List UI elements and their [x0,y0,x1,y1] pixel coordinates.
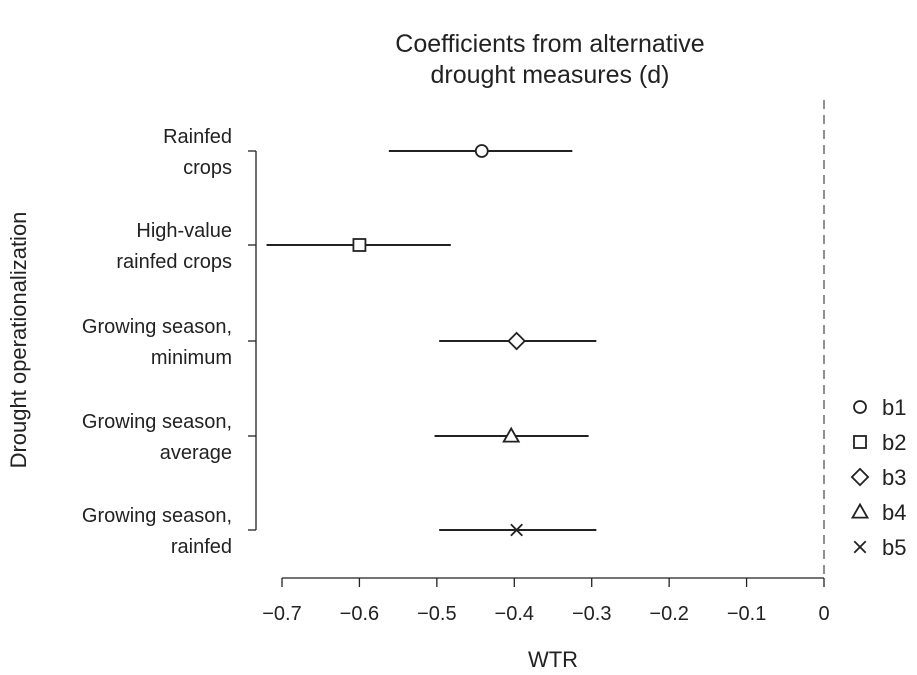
point-marker-b2 [352,238,367,252]
category-label-line: rainfed [171,536,232,558]
point-marker-b3 [507,331,526,351]
row-b1: Rainfed crops [163,126,573,179]
legend-label: b2 [882,430,906,455]
category-label-line: Growing season, [82,411,232,433]
legend-marker-b2 [853,435,867,449]
legend-marker-b4 [850,502,870,519]
point-marker-b5 [510,523,523,537]
legend-label: b4 [882,500,906,525]
chart-title-line-2: drought measures (d) [430,61,669,89]
legend-label: b1 [882,395,906,420]
category-label-line: rainfed crops [116,251,232,273]
row-b5: Growing season, rainfed [82,505,597,558]
x-tick-label: −0.3 [572,603,611,625]
y-axis [248,150,257,531]
marker-bg-b3 [508,332,525,350]
legend-item-b3: b3 [850,465,906,490]
marker-bg-b4 [503,428,519,442]
category-label-line: Growing season, [82,505,232,527]
marker-bg-b2 [353,239,366,251]
x-axis-label: WTR [528,647,578,672]
legend-marker-b5 [853,540,867,554]
x-axis: −0.7 −0.6 −0.5 −0.4 −0.3 −0.2 −0.1 0 [262,577,830,625]
legend-marker-b1 [853,400,867,414]
legend-item-b1: b1 [853,395,906,420]
legend-marker-b3 [850,467,870,487]
category-label-line: average [160,442,232,464]
x-tick-label: −0.1 [727,603,766,625]
x-tick-label: −0.6 [340,603,379,625]
row-b3: Growing season, minimum [82,316,597,369]
category-label-line: Rainfed [163,126,232,148]
point-marker-b4 [502,426,521,443]
category-label-line: crops [183,157,232,179]
legend-item-b5: b5 [853,535,906,560]
legend-label: b3 [882,465,906,490]
legend: b1 b2 b3 b4 b5 [850,395,906,560]
row-b4: Growing season, average [82,411,589,464]
x-tick-label: −0.2 [649,603,688,625]
x-tick-label: −0.4 [495,603,534,625]
chart-title-line-1: Coefficients from alternative [395,30,704,58]
legend-item-b4: b4 [850,500,906,525]
chart-title: Coefficients from alternative drought me… [395,30,704,89]
row-b2: High-value rainfed crops [116,220,451,273]
x-tick-label: −0.5 [417,603,456,625]
estimate-rows: Rainfed crops High-value rainfed crops Growi… [82,126,597,558]
y-axis-label: Drought operationalization [6,212,31,469]
legend-item-b2: b2 [853,430,906,455]
x-tick-label: 0 [818,603,829,625]
x-tick-label: −0.7 [262,603,301,625]
category-label-line: Growing season, [82,316,232,338]
point-marker-b1 [474,144,489,158]
category-label-line: High-value [136,220,232,242]
legend-label: b5 [882,535,906,560]
category-label-line: minimum [151,347,232,369]
marker-bg-b1 [475,145,488,157]
